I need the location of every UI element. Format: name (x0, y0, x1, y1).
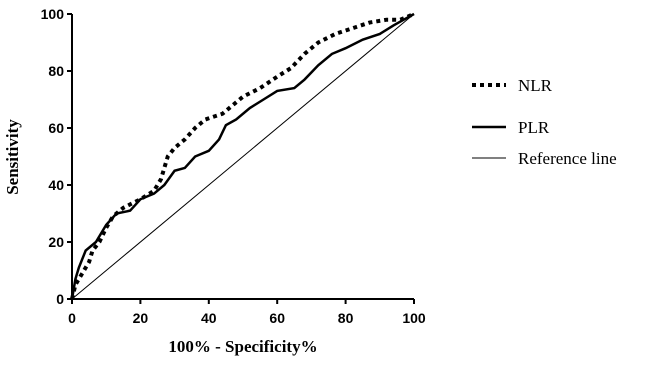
series-line (71, 13, 415, 300)
y-tick-label: 100 (41, 6, 65, 22)
x-tick-label: 20 (133, 310, 149, 326)
y-tick-label: 80 (48, 63, 64, 79)
y-tick-label: 40 (48, 177, 64, 193)
x-tick-label: 100 (402, 310, 426, 326)
y-tick-label: 20 (48, 234, 64, 250)
series-line (70, 12, 415, 300)
y-tick-label: 60 (48, 120, 64, 136)
legend-label: NLR (518, 76, 553, 95)
x-tick-label: 60 (269, 310, 285, 326)
y-tick-label: 0 (56, 291, 64, 307)
y-axis-title: Sensitivity (3, 119, 22, 195)
series-line (70, 12, 415, 300)
x-tick-label: 0 (68, 310, 76, 326)
x-tick-label: 40 (201, 310, 217, 326)
x-axis-title: 100% - Specificity% (168, 337, 317, 356)
x-tick-label: 80 (338, 310, 354, 326)
legend-label: Reference line (518, 149, 617, 168)
legend-label: PLR (518, 118, 550, 137)
